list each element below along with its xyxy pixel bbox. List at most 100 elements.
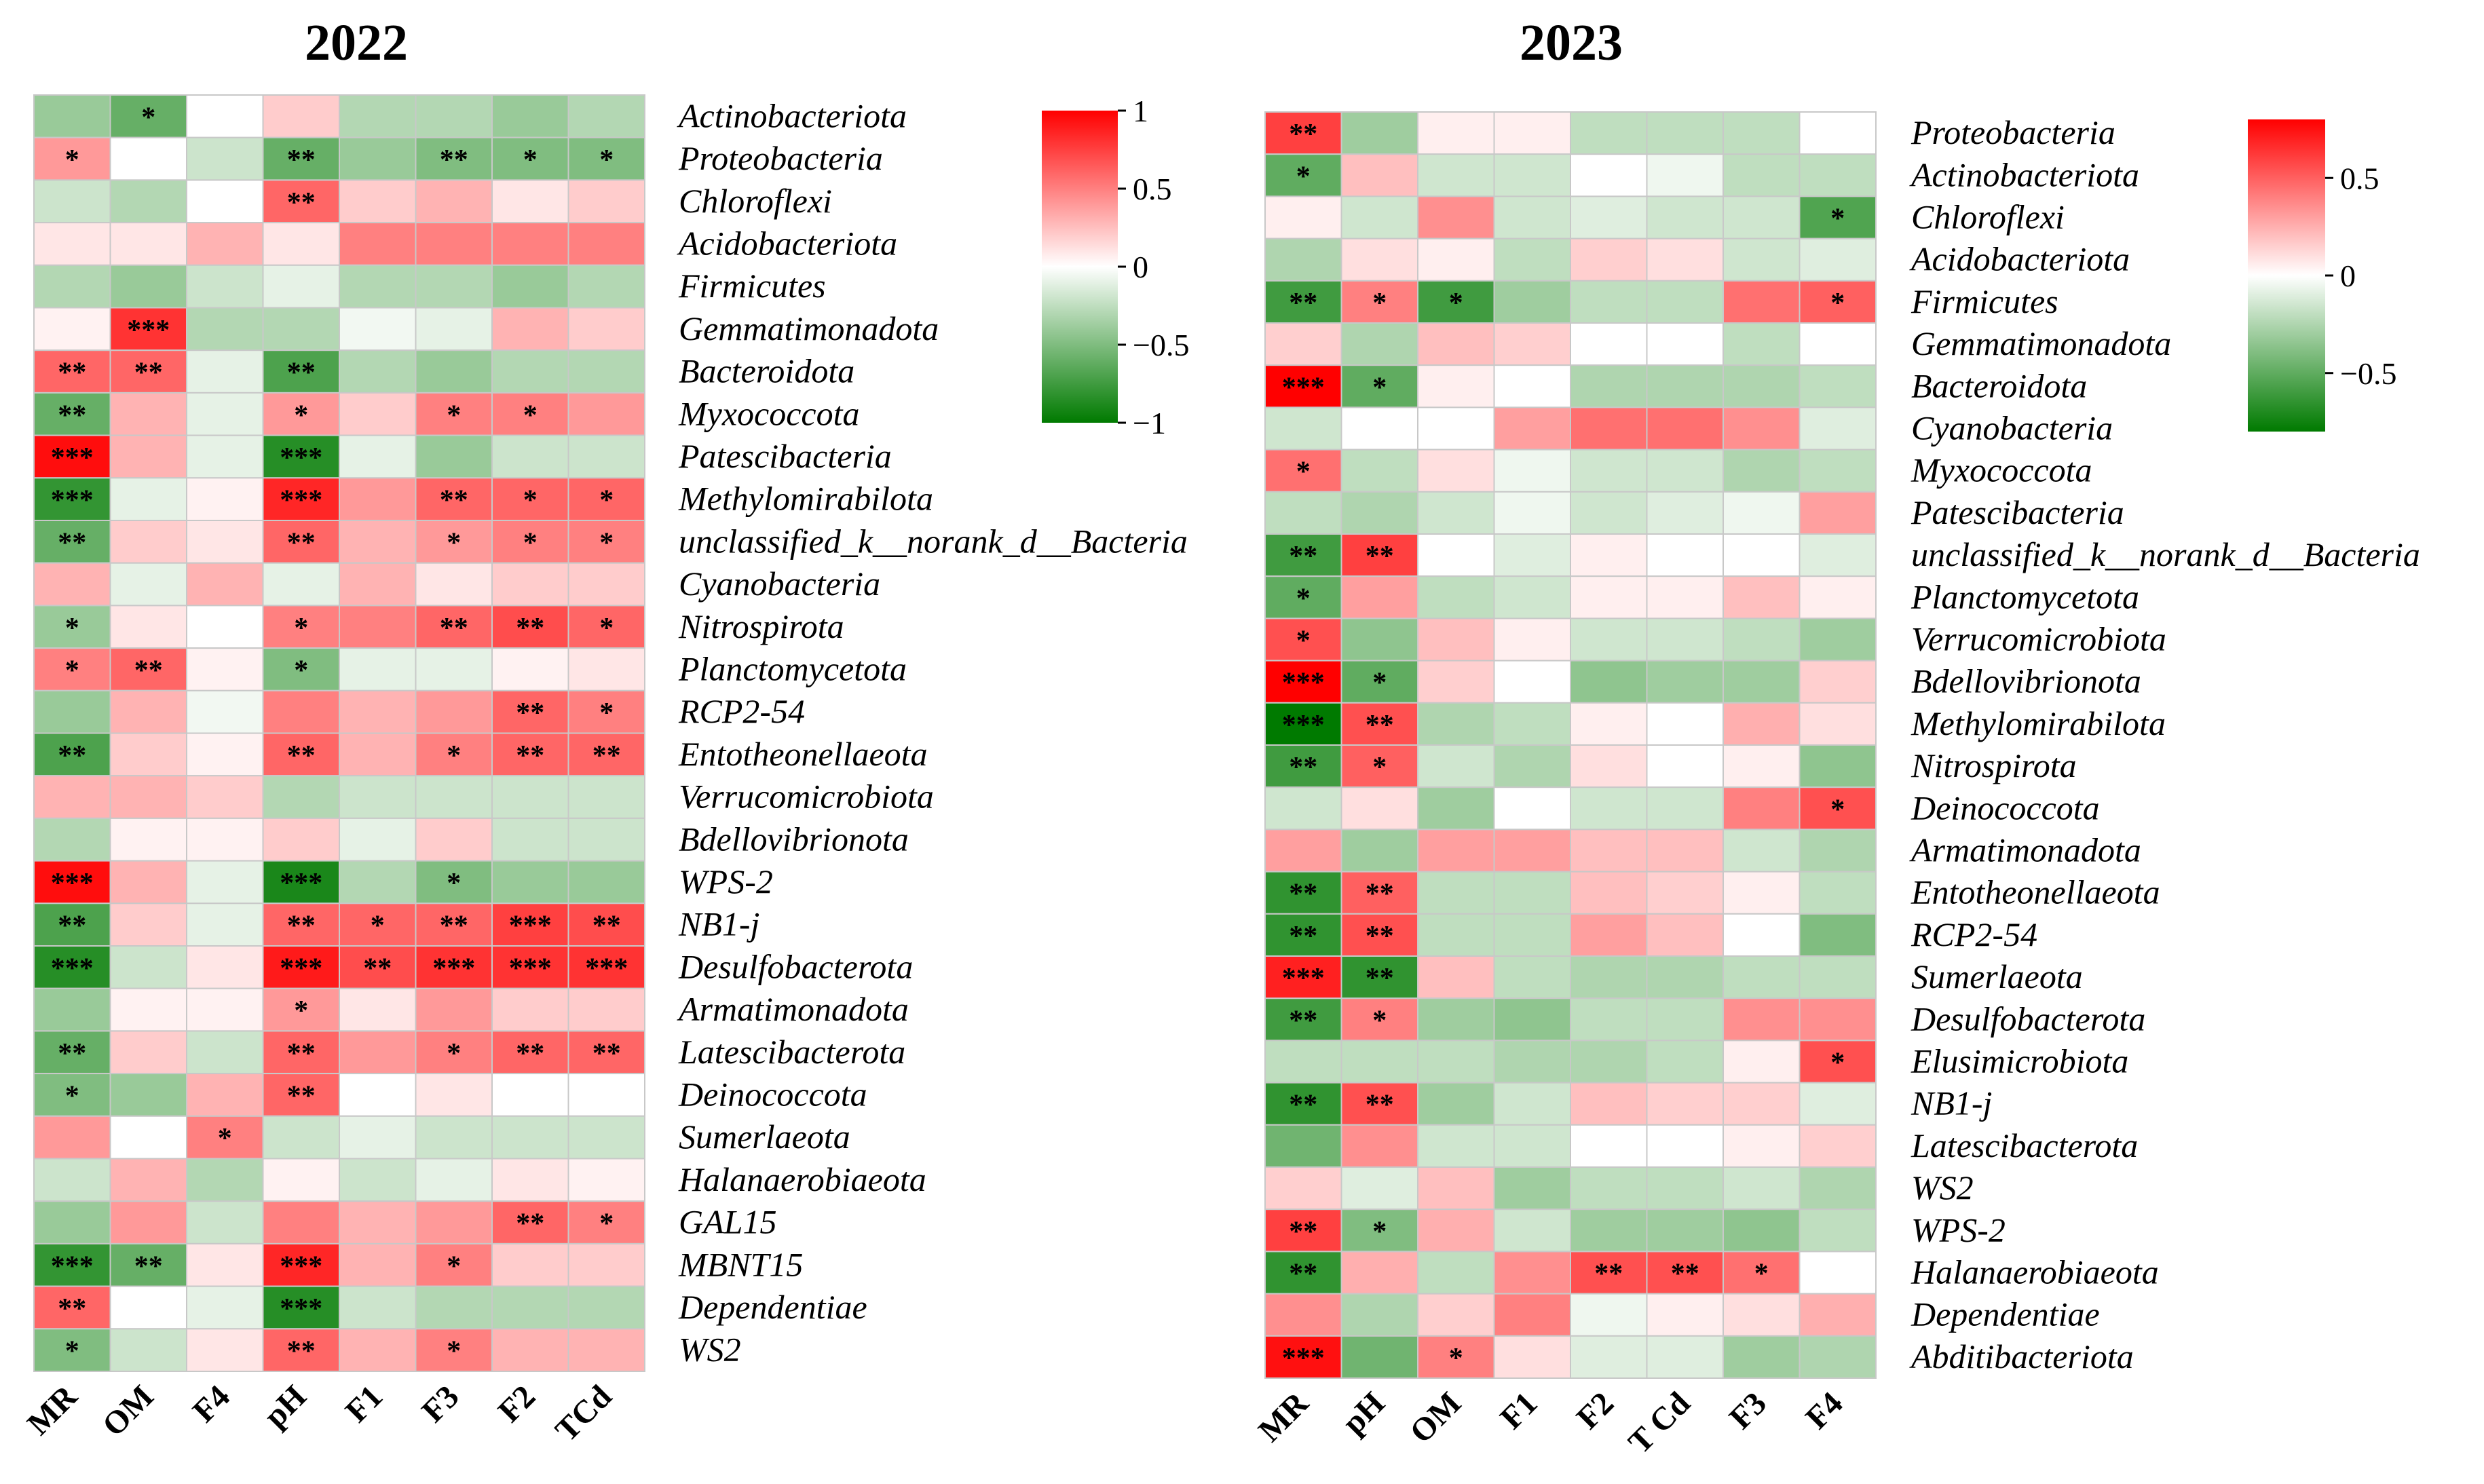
row-label-verrucomicrobiota: Verrucomicrobiota bbox=[1911, 620, 2166, 658]
column-label-om: OM bbox=[1403, 1385, 1468, 1450]
heatmap-cell bbox=[1493, 195, 1571, 240]
heatmap-cell bbox=[339, 179, 417, 224]
significance-mark: *** bbox=[1282, 963, 1325, 994]
heatmap-cell bbox=[339, 1158, 417, 1202]
heatmap-cell bbox=[339, 392, 417, 436]
heatmap-cell bbox=[262, 1200, 340, 1244]
panel-2022: 2022 ** ** ** * ******** ** **** * * **** ****** **… bbox=[20, 14, 1189, 1449]
heatmap-cell bbox=[1723, 406, 1801, 451]
significance-mark: ** bbox=[1289, 1216, 1317, 1247]
heatmap-cell bbox=[186, 1073, 264, 1117]
heatmap-cell bbox=[491, 1200, 569, 1244]
heatmap-cell bbox=[1723, 1124, 1801, 1168]
significance-mark: * bbox=[1296, 457, 1311, 488]
heatmap-cell bbox=[567, 136, 645, 181]
heatmap-cell bbox=[186, 732, 264, 777]
heatmap-cell bbox=[339, 307, 417, 351]
significance-mark: ** bbox=[1289, 921, 1317, 952]
heatmap-cell bbox=[1340, 322, 1418, 366]
heatmap-cell bbox=[491, 179, 569, 224]
row-label-wps-2: WPS-2 bbox=[1911, 1211, 2006, 1249]
heatmap-cell bbox=[262, 307, 340, 351]
significance-mark: * bbox=[65, 613, 79, 644]
heatmap-cell bbox=[109, 605, 187, 649]
panel-title-2023: 2023 bbox=[1520, 14, 1623, 71]
heatmap-cell bbox=[1646, 322, 1724, 366]
heatmap-cell bbox=[415, 179, 493, 224]
significance-mark: *** bbox=[280, 442, 322, 474]
heatmap-cell bbox=[1417, 1166, 1495, 1211]
heatmap-cell bbox=[1493, 1082, 1571, 1126]
heatmap-cell bbox=[415, 689, 493, 734]
heatmap-cell bbox=[415, 1030, 493, 1075]
heatmap-cell bbox=[1493, 575, 1571, 620]
row-label-proteobacteria: Proteobacteria bbox=[1911, 113, 2115, 151]
heatmap-cell bbox=[1493, 280, 1571, 324]
heatmap-cell bbox=[491, 434, 569, 479]
heatmap-cell bbox=[1340, 1335, 1418, 1380]
column-label-ph: pH bbox=[257, 1378, 314, 1434]
heatmap-cell bbox=[567, 94, 645, 138]
column-label-f1: F1 bbox=[339, 1378, 390, 1429]
heatmap-cell bbox=[109, 477, 187, 521]
heatmap-cell bbox=[186, 1328, 264, 1373]
heatmap-cell bbox=[1646, 406, 1724, 451]
heatmap-cell bbox=[1799, 744, 1877, 788]
heatmap-cell bbox=[262, 477, 340, 521]
heatmap-cell bbox=[491, 1328, 569, 1373]
heatmap-cell bbox=[415, 562, 493, 607]
heatmap-cell bbox=[491, 775, 569, 819]
row-label-patescibacteria: Patescibacteria bbox=[1911, 493, 2124, 531]
heatmap-cell bbox=[109, 732, 187, 777]
heatmap-cell bbox=[186, 987, 264, 1032]
heatmap-cell bbox=[186, 1115, 264, 1160]
heatmap-cell bbox=[1723, 744, 1801, 788]
significance-mark: * bbox=[65, 1080, 79, 1111]
heatmap-cell bbox=[1264, 871, 1342, 915]
heatmap-cell bbox=[1340, 449, 1418, 493]
heatmap-cell bbox=[1570, 153, 1648, 197]
heatmap-cell bbox=[415, 477, 493, 521]
significance-mark: ** bbox=[58, 400, 86, 431]
colorbar-tick-label: −1 bbox=[1133, 406, 1166, 440]
heatmap-cell bbox=[339, 1115, 417, 1160]
heatmap-cell bbox=[1264, 533, 1342, 577]
heatmap-cell bbox=[1646, 1124, 1724, 1168]
significance-mark: * bbox=[523, 145, 538, 176]
significance-mark: * bbox=[1372, 668, 1387, 699]
column-label-f3: F3 bbox=[1723, 1385, 1773, 1436]
heatmap-cell bbox=[1723, 786, 1801, 831]
heatmap-cell bbox=[186, 1200, 264, 1244]
heatmap-cell bbox=[1723, 322, 1801, 366]
heatmap-cell bbox=[1417, 997, 1495, 1042]
significance-mark: *** bbox=[280, 868, 322, 899]
row-label-armatimonadota: Armatimonadota bbox=[677, 990, 909, 1028]
row-label-ws2: WS2 bbox=[679, 1331, 741, 1369]
significance-mark: ** bbox=[1289, 1005, 1317, 1036]
significance-mark: * bbox=[599, 1209, 614, 1240]
row-label-deinococcota: Deinococcota bbox=[1911, 788, 2100, 826]
heatmap-cell bbox=[1493, 829, 1571, 873]
heatmap-cell bbox=[109, 987, 187, 1032]
significance-mark: ** bbox=[440, 485, 468, 516]
colorbar-ticks-2022: 1 0.5 0 −0.5 −1 bbox=[1118, 94, 1189, 440]
heatmap-cell bbox=[415, 307, 493, 351]
heatmap-cell bbox=[339, 817, 417, 862]
heatmap-cell bbox=[1723, 955, 1801, 1000]
heatmap-cell bbox=[1570, 1124, 1648, 1168]
heatmap-cell bbox=[1799, 871, 1877, 915]
row-label-mbnt15: MBNT15 bbox=[678, 1245, 803, 1283]
significance-mark: * bbox=[1449, 1343, 1463, 1374]
column-label-t-cd: T Cd bbox=[1621, 1385, 1697, 1461]
heatmap-cell bbox=[33, 264, 111, 309]
heatmap-cell bbox=[186, 817, 264, 862]
heatmap-cell bbox=[491, 264, 569, 309]
heatmap-cell bbox=[1264, 744, 1342, 788]
heatmap-cell bbox=[186, 94, 264, 138]
heatmap-cell bbox=[1570, 280, 1648, 324]
heatmap-cell bbox=[1417, 449, 1495, 493]
heatmap-cell bbox=[1570, 913, 1648, 957]
row-label-chloroflexi: Chloroflexi bbox=[1911, 198, 2065, 236]
heatmap-cell bbox=[339, 775, 417, 819]
